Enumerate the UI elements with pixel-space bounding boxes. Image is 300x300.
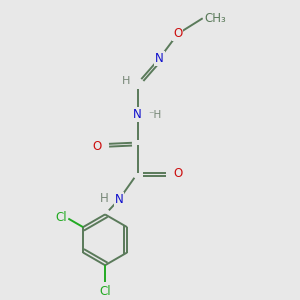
- Text: Cl: Cl: [55, 212, 67, 224]
- Text: ⁻H: ⁻H: [148, 110, 161, 120]
- Text: N: N: [155, 52, 164, 65]
- Text: Cl: Cl: [99, 285, 111, 298]
- Text: N: N: [133, 108, 142, 121]
- Text: H: H: [122, 76, 130, 86]
- Text: CH₃: CH₃: [204, 12, 226, 25]
- Text: N: N: [115, 193, 123, 206]
- Text: O: O: [173, 167, 182, 180]
- Text: O: O: [93, 140, 102, 153]
- Text: O: O: [173, 27, 182, 40]
- Text: H: H: [100, 192, 109, 205]
